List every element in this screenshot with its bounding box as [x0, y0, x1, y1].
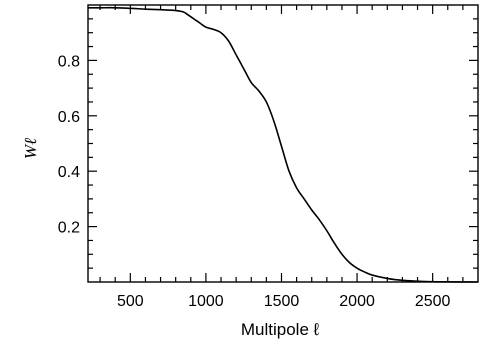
y-axis-label: Wℓ [21, 138, 40, 159]
y-tick-label: 0.2 [58, 220, 80, 237]
tick-labels: 500 1000 1500 2000 2500 0.2 0.4 0.6 0.8 [58, 53, 451, 310]
tick-marks [88, 5, 478, 282]
y-tick-label: 0.8 [58, 53, 80, 70]
y-tick-label: 0.6 [58, 109, 80, 126]
plot-frame [87, 4, 479, 283]
x-axis-label: Multipole ℓ [241, 320, 320, 339]
y-tick-label: 0.4 [58, 164, 80, 181]
x-tick-label: 2000 [339, 293, 375, 310]
x-tick-label: 500 [117, 293, 144, 310]
x-tick-label: 1500 [264, 293, 300, 310]
x-tick-label: 2500 [415, 293, 451, 310]
series-line [88, 6, 479, 283]
x-tick-label: 1000 [188, 293, 224, 310]
